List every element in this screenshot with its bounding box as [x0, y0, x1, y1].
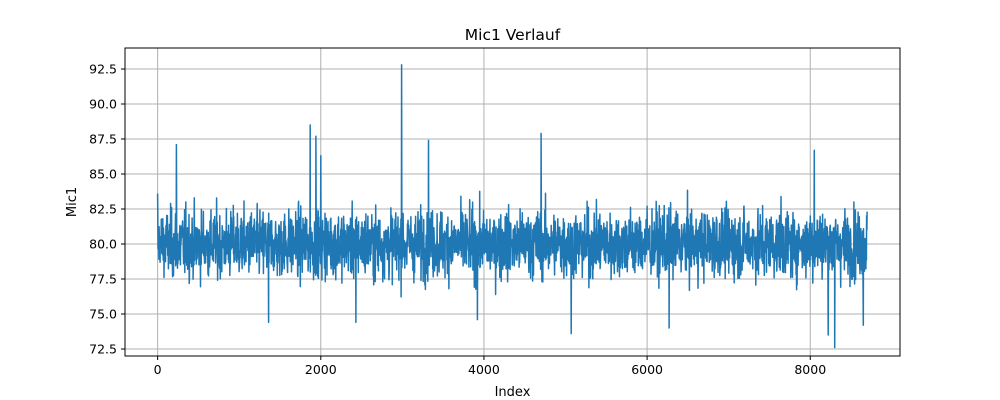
y-tick-label: 92.5	[89, 62, 117, 77]
x-tick-label: 8000	[794, 362, 826, 377]
y-axis: 72.5 75.0 77.5 80.0 82.5 85.0 87.5 90.0 92.5	[89, 62, 125, 357]
x-tick-label: 0	[154, 362, 162, 377]
y-tick-label: 75.0	[89, 307, 117, 322]
plot-frame	[124, 47, 901, 357]
y-tick-label: 72.5	[89, 342, 117, 357]
plot-area	[125, 48, 900, 356]
y-tick-label: 90.0	[89, 97, 117, 112]
y-tick-label: 87.5	[89, 132, 117, 147]
x-axis-label: Index	[495, 385, 531, 400]
x-axis: 0 2000 4000 6000 8000	[154, 356, 826, 377]
x-tick-label: 2000	[305, 362, 337, 377]
x-tick-label: 6000	[631, 362, 663, 377]
y-axis-label: Mic1	[65, 187, 80, 217]
series-layer	[156, 64, 868, 349]
y-tick-label: 77.5	[89, 272, 117, 287]
y-tick-label: 85.0	[89, 167, 117, 182]
y-tick-label: 80.0	[89, 237, 117, 252]
x-tick-label: 4000	[468, 362, 500, 377]
y-tick-label: 82.5	[89, 202, 117, 217]
series-line	[156, 64, 868, 349]
chart-title: Mic1 Verlauf	[465, 26, 561, 44]
